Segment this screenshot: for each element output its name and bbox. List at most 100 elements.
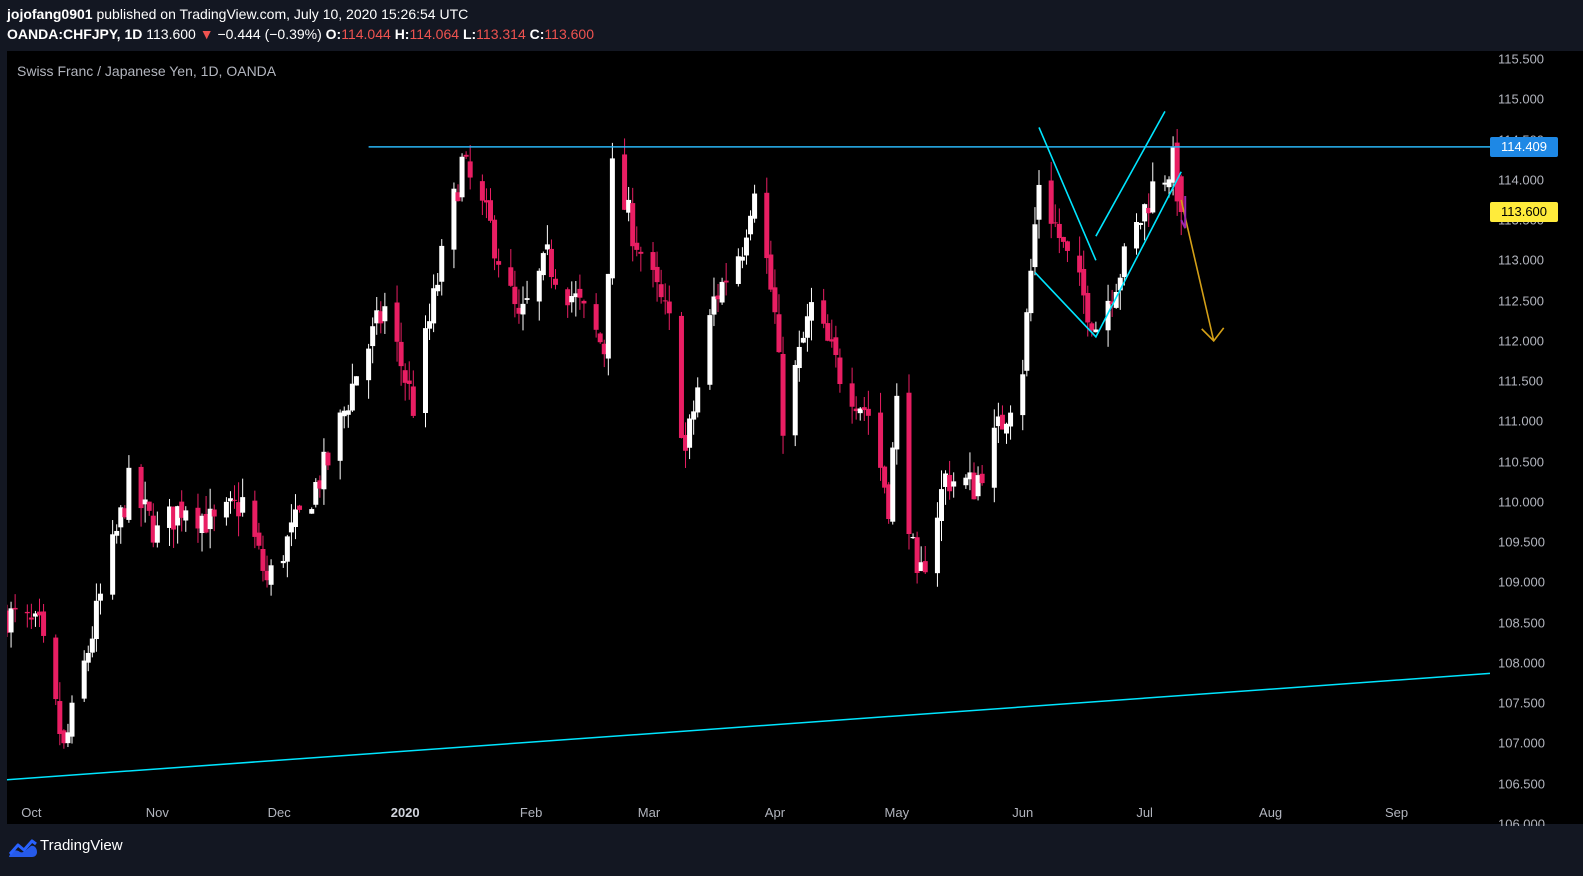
candle-body — [7, 610, 10, 633]
chart-area[interactable]: Swiss Franc / Japanese Yen, 1D, OANDA — [7, 51, 1490, 824]
candle-body — [540, 253, 546, 276]
candle-body — [1077, 255, 1083, 273]
price-tick-label: 110.500 — [1498, 454, 1545, 470]
candle-body — [431, 288, 437, 324]
candle-body — [256, 532, 262, 546]
candle-body — [1142, 204, 1148, 222]
price-tick-label: 107.000 — [1498, 735, 1545, 751]
w-pattern-up-leg — [1095, 111, 1166, 237]
price-tick-label: 111.500 — [1498, 373, 1544, 389]
candle-body — [1085, 292, 1091, 323]
candle-body — [483, 200, 489, 203]
candle-body — [548, 248, 554, 278]
candle-body — [146, 501, 152, 511]
candle-body — [914, 537, 920, 573]
candle-body — [886, 484, 892, 520]
candle-body — [240, 497, 246, 513]
candle-body — [853, 408, 859, 412]
price-tick-label: 111.000 — [1498, 413, 1544, 429]
candle-body — [906, 392, 912, 535]
time-tick-label: Dec — [267, 805, 291, 820]
candle-body — [211, 509, 217, 517]
candle-body — [666, 301, 672, 314]
candle-body — [1064, 241, 1070, 251]
candle-body — [398, 341, 404, 367]
candle-body — [284, 536, 290, 562]
candle-body — [918, 562, 924, 571]
candle-body — [687, 418, 693, 448]
candle-body — [577, 288, 583, 298]
last-price-tag: 113.600 — [1490, 202, 1558, 223]
symbol-label[interactable]: OANDA:CHFJPY, 1D — [7, 26, 143, 42]
price-axis[interactable]: 106.000 106.500 107.000 107.500 108.000 108.5… — [1490, 51, 1583, 832]
candle-body — [878, 412, 884, 468]
candle-body — [1117, 277, 1123, 291]
candle-body — [1166, 179, 1172, 188]
candle-body — [1162, 182, 1168, 185]
candle-body — [565, 289, 571, 306]
candle-body — [53, 637, 59, 700]
candle-body — [422, 328, 428, 414]
candle-body — [748, 215, 754, 235]
candle-body — [943, 473, 949, 487]
price-tick-label: 110.000 — [1498, 494, 1545, 510]
candle-body — [1032, 224, 1038, 268]
candle-body — [792, 364, 798, 436]
candle-body — [593, 304, 599, 330]
candle-body — [1060, 236, 1066, 242]
candle-body — [496, 261, 502, 265]
candle-body — [487, 200, 493, 221]
price-change: −0.444 (−0.39%) — [217, 26, 322, 42]
candle-body — [402, 370, 408, 383]
author-name[interactable]: jojofang0901 — [7, 6, 93, 22]
time-tick-label: Mar — [637, 805, 661, 820]
price-tick-label: 112.500 — [1498, 293, 1545, 309]
price-tick-label: 108.000 — [1498, 655, 1545, 671]
time-tick-label: Jun — [1012, 805, 1034, 820]
last-price: 113.600 — [146, 26, 196, 42]
candle-body — [662, 300, 668, 302]
candle-body — [1089, 323, 1095, 331]
candle-body — [467, 161, 473, 178]
low-value: 113.314 — [476, 26, 526, 42]
candle-body — [707, 315, 713, 385]
price-tick-label: 106.500 — [1498, 776, 1545, 792]
candle-body — [1048, 180, 1054, 224]
candle-body — [609, 158, 615, 279]
candle-body — [833, 337, 839, 356]
candle-body — [569, 296, 575, 303]
w-pattern-down-leg — [1038, 127, 1097, 261]
candle-body — [999, 414, 1005, 430]
candle-body — [292, 509, 298, 528]
candle-body — [288, 522, 294, 533]
candle-body — [512, 286, 518, 305]
chart-canvas[interactable] — [7, 51, 1490, 824]
candle-body — [459, 156, 465, 198]
candle-body — [967, 472, 973, 480]
time-tick-label: Nov — [145, 805, 169, 820]
candle-body — [236, 502, 242, 517]
candle-body — [947, 474, 953, 492]
time-tick-label: May — [884, 805, 910, 820]
candle-body — [366, 348, 372, 381]
open-value: 114.044 — [341, 26, 391, 42]
candle-body — [1121, 246, 1127, 278]
candle-body — [934, 517, 940, 574]
candle-body — [1008, 412, 1014, 427]
footer-brand[interactable]: TradingView — [40, 837, 123, 854]
candle-body — [764, 192, 770, 259]
chart-title: Swiss Franc / Japanese Yen, 1D, OANDA — [17, 63, 277, 79]
candle-body — [378, 311, 384, 324]
change-down-icon: ▼ — [199, 26, 214, 42]
price-tick-label: 114.000 — [1498, 172, 1545, 188]
candle-body — [829, 339, 835, 342]
candle-body — [81, 660, 87, 699]
candle-body — [597, 333, 603, 343]
candle-body — [280, 560, 286, 564]
candle-body — [492, 219, 498, 259]
candle-body — [264, 570, 270, 581]
candle-body — [175, 506, 181, 526]
candle-body — [110, 534, 116, 595]
tradingview-logo-icon[interactable] — [8, 836, 38, 858]
candle-body — [865, 408, 871, 416]
